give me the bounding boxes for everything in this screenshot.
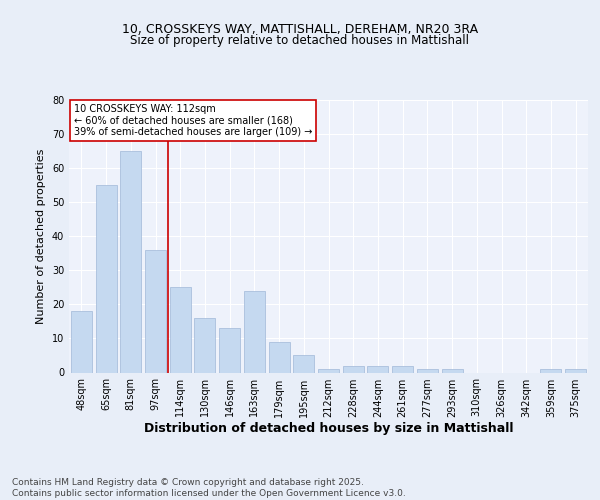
- Bar: [367, 366, 388, 372]
- Bar: [318, 369, 339, 372]
- Bar: [194, 318, 215, 372]
- Bar: [120, 151, 141, 372]
- Text: 10 CROSSKEYS WAY: 112sqm
← 60% of detached houses are smaller (168)
39% of semi-: 10 CROSSKEYS WAY: 112sqm ← 60% of detach…: [74, 104, 313, 138]
- Bar: [392, 366, 413, 372]
- Bar: [95, 185, 116, 372]
- Text: 10, CROSSKEYS WAY, MATTISHALL, DEREHAM, NR20 3RA: 10, CROSSKEYS WAY, MATTISHALL, DEREHAM, …: [122, 22, 478, 36]
- Text: Contains HM Land Registry data © Crown copyright and database right 2025.
Contai: Contains HM Land Registry data © Crown c…: [12, 478, 406, 498]
- Bar: [219, 328, 240, 372]
- Bar: [71, 311, 92, 372]
- Bar: [565, 369, 586, 372]
- Text: Size of property relative to detached houses in Mattishall: Size of property relative to detached ho…: [131, 34, 470, 47]
- Bar: [244, 291, 265, 372]
- Bar: [269, 342, 290, 372]
- Bar: [417, 369, 438, 372]
- Bar: [145, 250, 166, 372]
- Bar: [541, 369, 562, 372]
- X-axis label: Distribution of detached houses by size in Mattishall: Distribution of detached houses by size …: [144, 422, 513, 436]
- Bar: [442, 369, 463, 372]
- Y-axis label: Number of detached properties: Number of detached properties: [36, 148, 46, 324]
- Bar: [343, 366, 364, 372]
- Bar: [170, 288, 191, 372]
- Bar: [293, 356, 314, 372]
